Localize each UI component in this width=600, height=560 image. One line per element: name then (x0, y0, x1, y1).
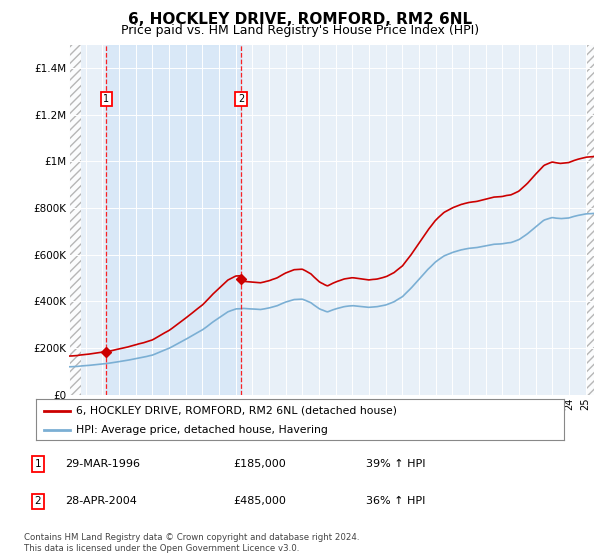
Text: 39% ↑ HPI: 39% ↑ HPI (366, 459, 426, 469)
Bar (587, 45, 596, 395)
Text: 36% ↑ HPI: 36% ↑ HPI (366, 496, 425, 506)
Text: 28-APR-2004: 28-APR-2004 (65, 496, 137, 506)
Text: 29-MAR-1996: 29-MAR-1996 (65, 459, 140, 469)
Text: £485,000: £485,000 (234, 496, 287, 506)
Bar (106, 45, 241, 395)
Text: 6, HOCKLEY DRIVE, ROMFORD, RM2 6NL: 6, HOCKLEY DRIVE, ROMFORD, RM2 6NL (128, 12, 472, 27)
Text: Contains HM Land Registry data © Crown copyright and database right 2024.
This d: Contains HM Land Registry data © Crown c… (24, 533, 359, 553)
Text: 1: 1 (34, 459, 41, 469)
Text: 1: 1 (103, 94, 109, 104)
Text: HPI: Average price, detached house, Havering: HPI: Average price, detached house, Have… (76, 424, 328, 435)
Text: Price paid vs. HM Land Registry's House Price Index (HPI): Price paid vs. HM Land Registry's House … (121, 24, 479, 36)
Text: 6, HOCKLEY DRIVE, ROMFORD, RM2 6NL (detached house): 6, HOCKLEY DRIVE, ROMFORD, RM2 6NL (deta… (76, 405, 397, 416)
Text: 2: 2 (34, 496, 41, 506)
Bar (69, 45, 81, 395)
Text: £185,000: £185,000 (234, 459, 287, 469)
Text: 2: 2 (238, 94, 244, 104)
